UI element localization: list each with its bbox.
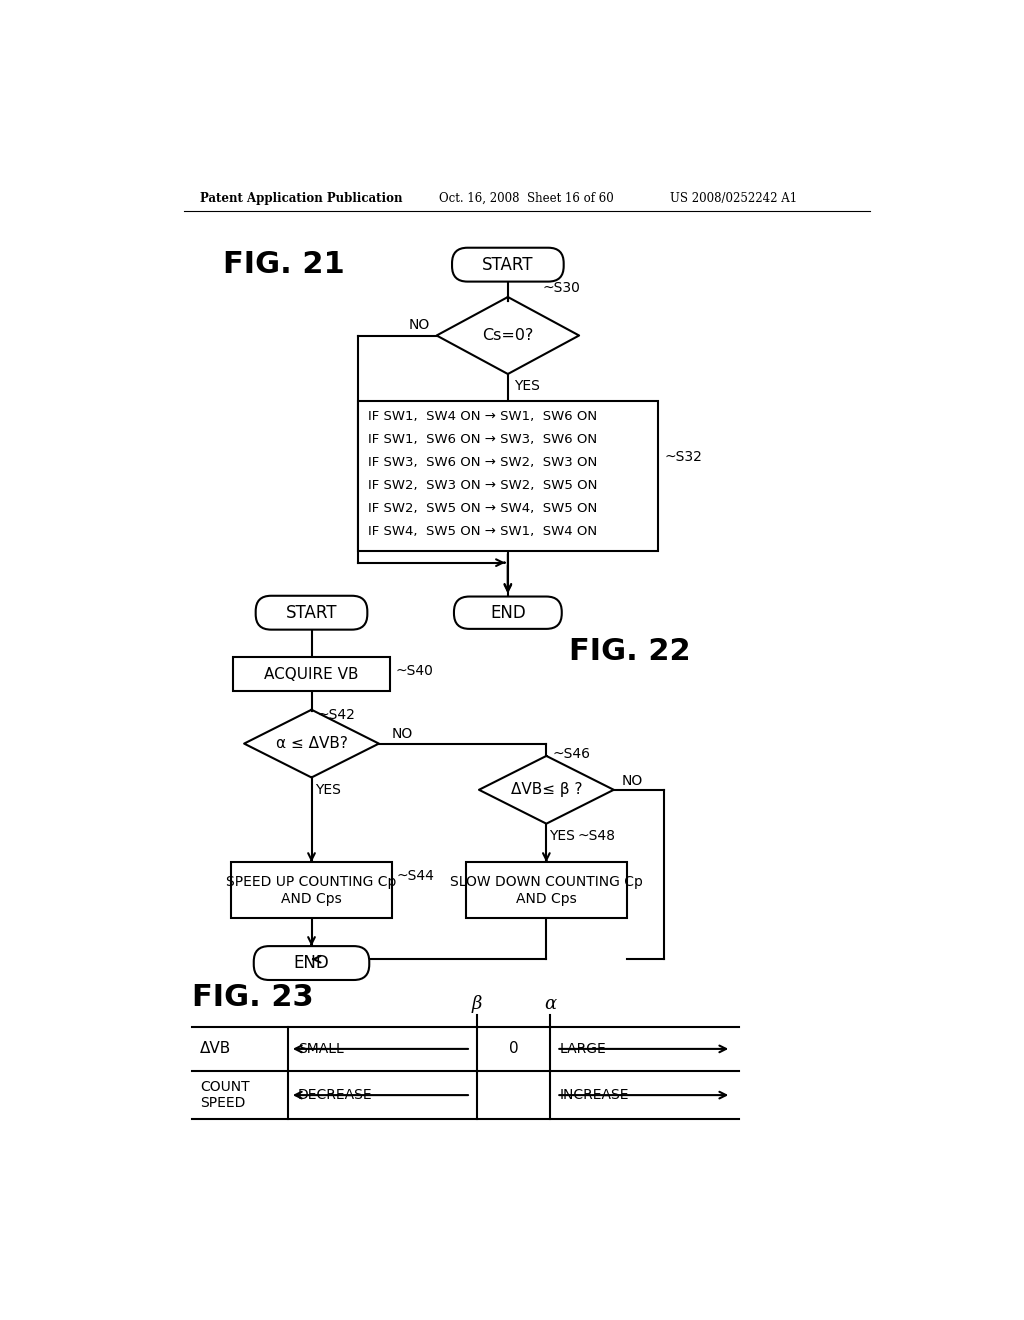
Bar bbox=[232, 657, 390, 692]
Text: SMALL: SMALL bbox=[298, 1041, 343, 1056]
FancyBboxPatch shape bbox=[254, 946, 370, 979]
Text: SLOW DOWN COUNTING Cp: SLOW DOWN COUNTING Cp bbox=[450, 875, 643, 890]
Text: Patent Application Publication: Patent Application Publication bbox=[200, 191, 402, 205]
Text: FIG. 22: FIG. 22 bbox=[569, 636, 691, 665]
Text: NO: NO bbox=[622, 774, 643, 788]
Text: YES: YES bbox=[314, 783, 340, 797]
FancyBboxPatch shape bbox=[454, 597, 562, 628]
Text: FIG. 21: FIG. 21 bbox=[223, 251, 345, 279]
Text: IF SW4,  SW5 ON → SW1,  SW4 ON: IF SW4, SW5 ON → SW1, SW4 ON bbox=[369, 525, 598, 539]
Text: AND Cps: AND Cps bbox=[282, 892, 342, 906]
Text: ~S42: ~S42 bbox=[317, 708, 355, 722]
Text: IF SW2,  SW3 ON → SW2,  SW5 ON: IF SW2, SW3 ON → SW2, SW5 ON bbox=[369, 479, 598, 492]
Text: ΔVB: ΔVB bbox=[200, 1041, 231, 1056]
Text: INCREASE: INCREASE bbox=[559, 1088, 629, 1102]
FancyBboxPatch shape bbox=[452, 248, 563, 281]
Text: IF SW1,  SW4 ON → SW1,  SW6 ON: IF SW1, SW4 ON → SW1, SW6 ON bbox=[369, 409, 598, 422]
Text: 0: 0 bbox=[509, 1041, 518, 1056]
Text: ~S40: ~S40 bbox=[395, 664, 433, 678]
Text: Oct. 16, 2008  Sheet 16 of 60: Oct. 16, 2008 Sheet 16 of 60 bbox=[438, 191, 613, 205]
Text: ΔVB≤ β ?: ΔVB≤ β ? bbox=[511, 783, 582, 797]
Text: START: START bbox=[286, 603, 337, 622]
Bar bbox=[230, 862, 392, 917]
Bar bbox=[466, 862, 628, 917]
Text: ACQUIRE VB: ACQUIRE VB bbox=[264, 667, 358, 682]
Text: NO: NO bbox=[391, 727, 413, 742]
Text: END: END bbox=[490, 603, 525, 622]
Text: ~S30: ~S30 bbox=[543, 281, 581, 294]
FancyBboxPatch shape bbox=[256, 595, 368, 630]
Text: IF SW3,  SW6 ON → SW2,  SW3 ON: IF SW3, SW6 ON → SW2, SW3 ON bbox=[369, 455, 598, 469]
Text: YES: YES bbox=[550, 829, 575, 843]
Text: α: α bbox=[544, 995, 556, 1014]
Bar bbox=[357, 401, 658, 552]
Text: Cs=0?: Cs=0? bbox=[482, 327, 534, 343]
Text: AND Cps: AND Cps bbox=[516, 892, 577, 906]
Text: IF SW1,  SW6 ON → SW3,  SW6 ON: IF SW1, SW6 ON → SW3, SW6 ON bbox=[369, 433, 598, 446]
Text: NO: NO bbox=[409, 318, 430, 331]
Text: α ≤ ΔVB?: α ≤ ΔVB? bbox=[275, 737, 347, 751]
Text: END: END bbox=[294, 954, 330, 972]
Text: β: β bbox=[472, 995, 482, 1014]
Text: ~S32: ~S32 bbox=[665, 450, 702, 463]
Text: DECREASE: DECREASE bbox=[298, 1088, 373, 1102]
Text: ~S48: ~S48 bbox=[578, 829, 615, 843]
Text: YES: YES bbox=[514, 379, 540, 393]
Text: IF SW2,  SW5 ON → SW4,  SW5 ON: IF SW2, SW5 ON → SW4, SW5 ON bbox=[369, 502, 598, 515]
Text: US 2008/0252242 A1: US 2008/0252242 A1 bbox=[670, 191, 797, 205]
Text: ~S44: ~S44 bbox=[396, 869, 434, 883]
Text: COUNT
SPEED: COUNT SPEED bbox=[200, 1080, 250, 1110]
Text: FIG. 23: FIG. 23 bbox=[193, 983, 313, 1012]
Text: LARGE: LARGE bbox=[559, 1041, 606, 1056]
Text: SPEED UP COUNTING Cp: SPEED UP COUNTING Cp bbox=[226, 875, 396, 890]
Text: START: START bbox=[482, 256, 534, 273]
Text: ~S46: ~S46 bbox=[553, 747, 591, 762]
